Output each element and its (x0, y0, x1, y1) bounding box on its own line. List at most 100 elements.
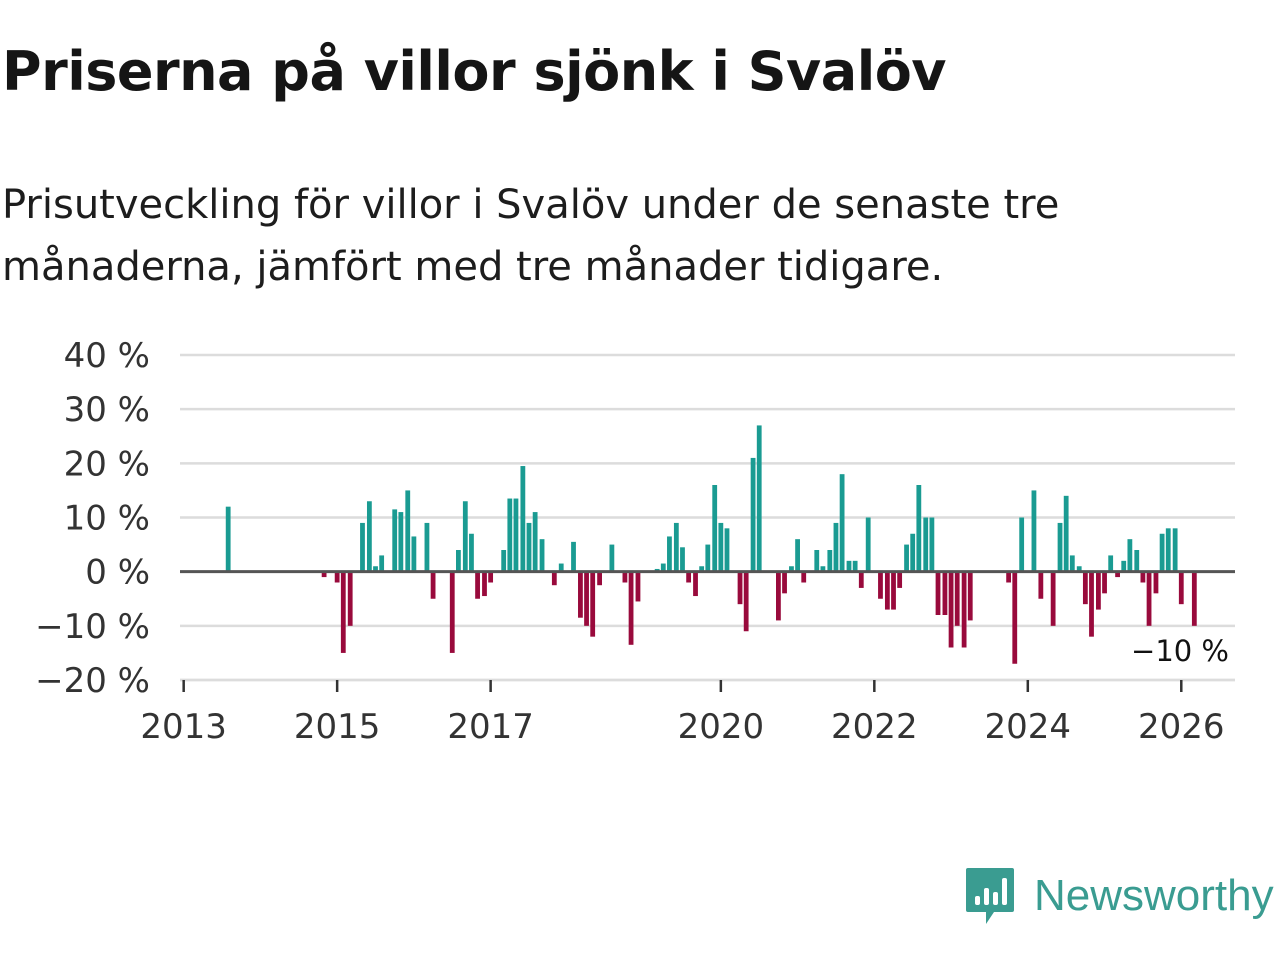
bar (430, 571, 436, 599)
bar (718, 522, 724, 572)
bar (539, 539, 545, 572)
bar (462, 501, 468, 572)
bar (532, 512, 538, 572)
bar (1153, 571, 1159, 594)
bar (1159, 533, 1165, 572)
bar (424, 522, 430, 572)
bar (1082, 571, 1088, 605)
bar (347, 571, 353, 626)
last-value-label: −10 % (1131, 634, 1229, 668)
bar (878, 571, 883, 599)
bar (884, 571, 890, 610)
bar (923, 517, 929, 572)
bar (782, 571, 787, 594)
bar (488, 571, 494, 583)
bar (584, 571, 589, 626)
bar (737, 571, 743, 605)
bar (865, 517, 871, 572)
bar (948, 571, 954, 648)
bar (405, 490, 411, 572)
bar (724, 528, 730, 572)
bar (1140, 571, 1146, 583)
bar (449, 571, 455, 653)
bar (935, 571, 941, 615)
bar (916, 485, 922, 572)
labels: 40 % 30 % 20 % 10 % 0 % −10 % −20 % 2013 2015 201… (35, 336, 1229, 747)
bar (801, 571, 807, 583)
bar (904, 544, 909, 572)
bar (1012, 571, 1018, 664)
bar (833, 522, 839, 572)
bar (366, 501, 372, 572)
bar (699, 566, 705, 572)
bar (513, 498, 519, 572)
bar (673, 522, 679, 572)
bar (360, 522, 365, 572)
bar (482, 571, 487, 597)
bar (897, 571, 903, 588)
bar (1172, 528, 1178, 572)
axes (180, 570, 1235, 692)
bar (967, 571, 973, 621)
bar (1165, 528, 1171, 572)
bar (578, 571, 583, 618)
bar (942, 571, 948, 615)
x-tick-label: 2022 (831, 707, 918, 747)
bar (1191, 571, 1197, 626)
x-tick-label: 2026 (1138, 707, 1225, 747)
bar (846, 560, 852, 572)
bar (1146, 571, 1152, 626)
bar (820, 566, 826, 572)
bar (475, 571, 480, 599)
bar (628, 571, 634, 645)
bar (1115, 571, 1120, 578)
bar (795, 539, 800, 572)
bars (225, 425, 1197, 664)
bar (1006, 571, 1012, 583)
bar (622, 571, 628, 583)
bar (1050, 571, 1056, 626)
bar (1102, 571, 1107, 594)
bar (814, 550, 820, 572)
bar (839, 474, 845, 572)
bar (705, 544, 711, 572)
bar (551, 571, 557, 586)
y-tick-label: −10 % (35, 607, 150, 647)
y-tick-label: 10 % (64, 499, 150, 539)
bar (321, 571, 327, 578)
x-tick-label: 2015 (294, 707, 381, 747)
bar (520, 466, 526, 572)
chart-subtitle: Prisutveckling för villor i Svalöv under… (2, 182, 1060, 290)
bar (597, 571, 602, 586)
bar (789, 566, 794, 572)
y-tick-label: −20 % (35, 661, 150, 701)
bar (910, 533, 916, 572)
bar (558, 563, 564, 572)
bar (712, 485, 718, 572)
bar (961, 571, 967, 648)
bar (693, 571, 698, 597)
bar (1057, 522, 1063, 572)
bar (590, 571, 596, 637)
bar (456, 550, 461, 572)
newsworthy-logo-icon (966, 868, 1014, 924)
bar (680, 547, 685, 572)
bar (827, 550, 833, 572)
y-tick-label: 40 % (64, 336, 150, 376)
bar (392, 509, 398, 572)
bar (1127, 539, 1133, 572)
x-tick-label: 2017 (447, 707, 534, 747)
bar (398, 512, 404, 572)
chart-title: Priserna på villor sjönk i Svalöv (2, 40, 947, 103)
bar (929, 517, 935, 572)
x-tick-label: 2024 (985, 707, 1072, 747)
bar (334, 571, 340, 583)
bar-chart: 40 % 30 % 20 % 10 % 0 % −10 % −20 % 2013 2015 201… (35, 336, 1235, 747)
bar (340, 571, 346, 653)
brand-logo: Newsworthy (964, 866, 1274, 926)
bar (1089, 571, 1094, 637)
bar (1096, 571, 1101, 610)
bar (411, 536, 417, 572)
bar (1076, 566, 1082, 572)
bar (501, 550, 507, 572)
